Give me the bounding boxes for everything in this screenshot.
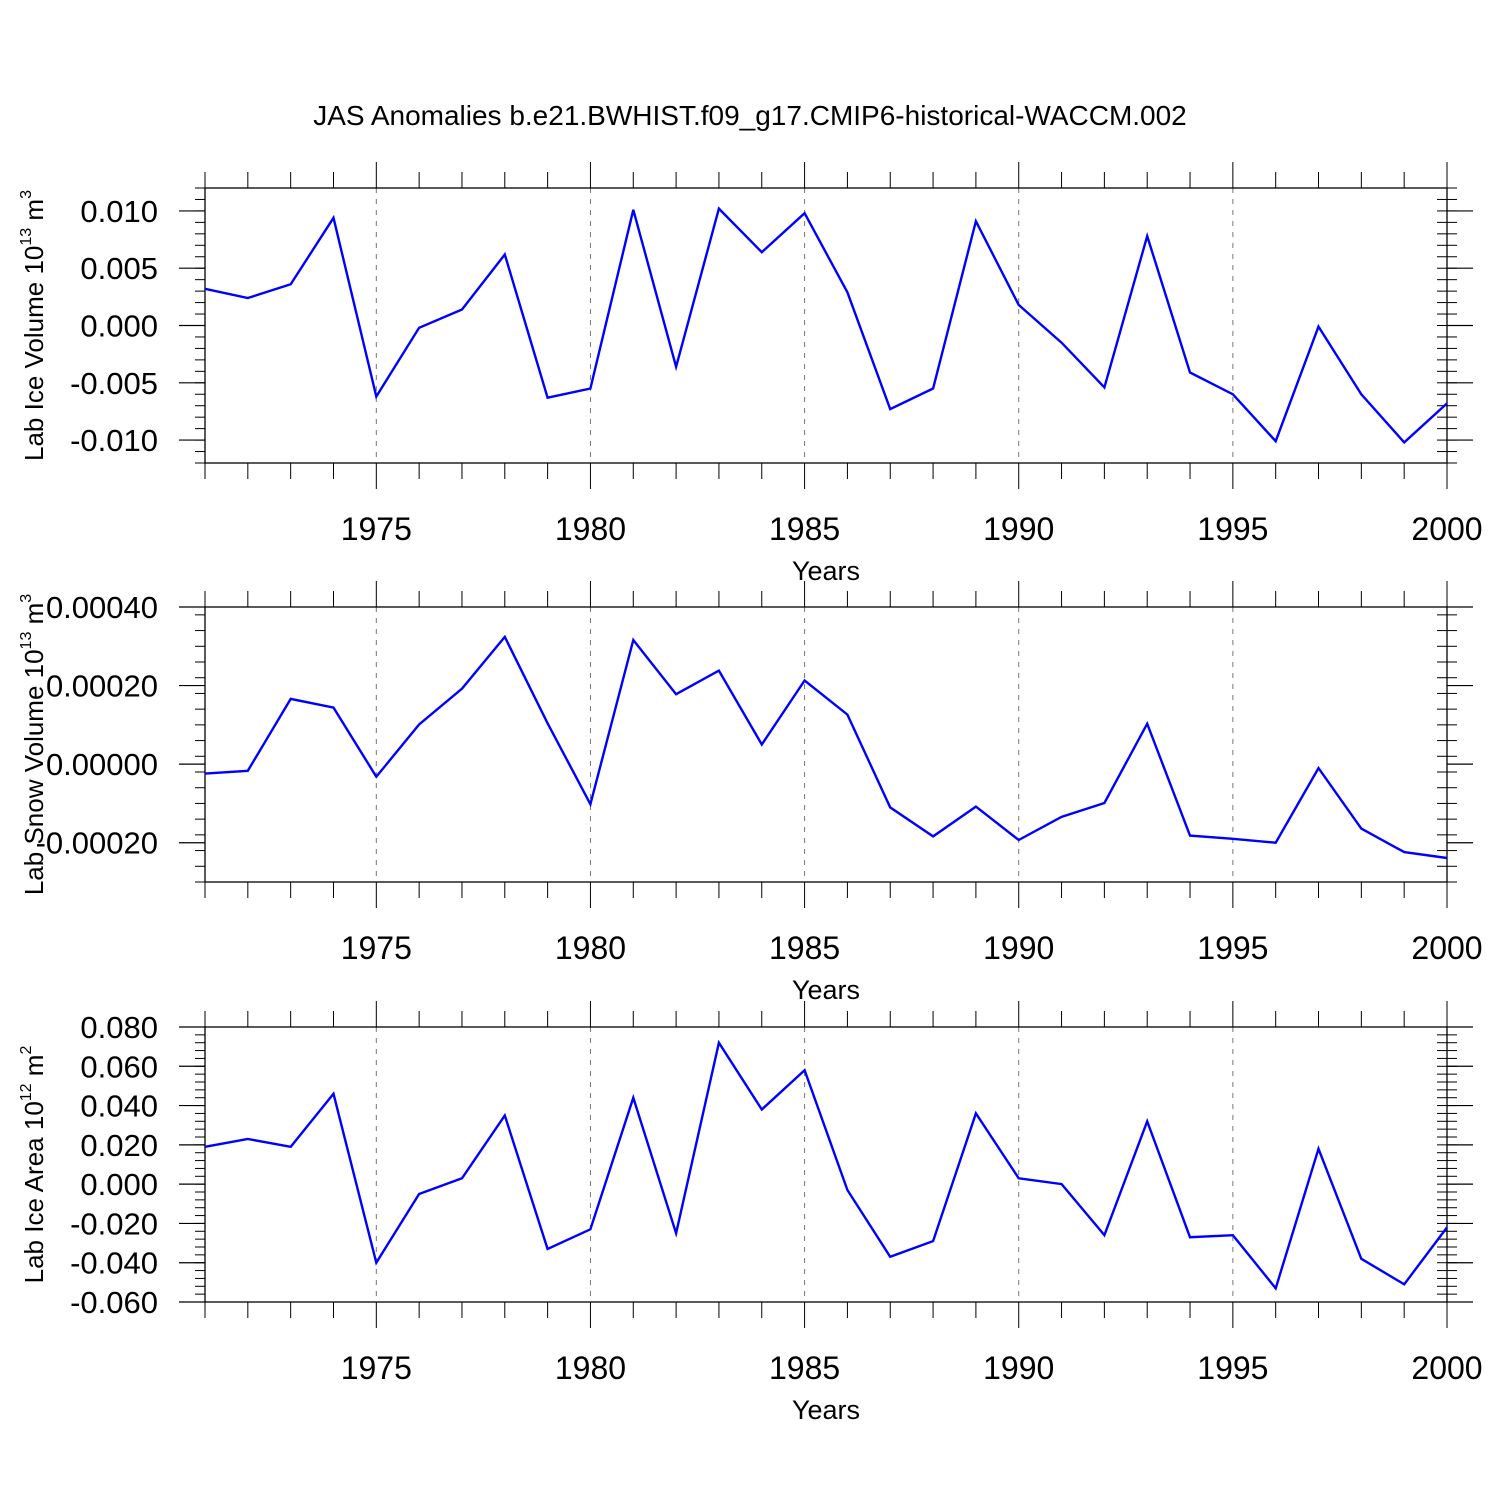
y-axis-label-unit: m [19, 199, 49, 228]
y-axis-label-unit: m [19, 1055, 49, 1084]
figure-title: JAS Anomalies b.e21.BWHIST.f09_g17.CMIP6… [313, 100, 1187, 131]
series-line [204, 634, 1448, 860]
plot-frame [204, 1026, 1448, 1303]
y-tick-label: 0.040 [80, 1089, 158, 1124]
x-tick-label: 1980 [555, 1350, 626, 1386]
x-tick-label: 1975 [341, 511, 412, 547]
y-axis-label-exponent: 13 [18, 228, 35, 246]
plot-frame [204, 606, 1448, 883]
x-tick-label: 2000 [1411, 1350, 1482, 1386]
y-axis-label: Lab Snow Volume 1013 m3 [18, 594, 49, 895]
x-axis-label: Years [792, 1395, 860, 1425]
y-tick-label: -0.020 [70, 1206, 158, 1241]
x-tick-label: 2000 [1411, 930, 1482, 966]
x-tick-label: 1980 [555, 511, 626, 547]
x-tick-label: 1985 [769, 930, 840, 966]
x-tick-label: 1985 [769, 511, 840, 547]
y-tick-label: 0.00040 [46, 590, 158, 625]
y-tick-label: -0.005 [70, 366, 158, 401]
y-axis-label-main: Lab Ice Area 10 [19, 1101, 49, 1283]
series-line [204, 1039, 1448, 1291]
x-tick-label: 2000 [1411, 511, 1482, 547]
y-tick-label: 0.020 [80, 1128, 158, 1163]
y-axis-label: Lab Ice Volume 1013 m3 [18, 190, 49, 461]
chart-panel-1: 1975 1980 1985 1990 1995 2000 -0.010 -0.005 0.00… [18, 162, 1483, 586]
y-tick-label: 0.000 [80, 1167, 158, 1202]
y-axis-label-exponent: 13 [18, 632, 35, 650]
y-axis-label-unit-exponent: 2 [18, 1046, 35, 1055]
x-axis-label: Years [792, 975, 860, 1005]
y-tick-label: -0.060 [70, 1285, 158, 1320]
y-axis-label-unit-exponent: 3 [18, 190, 35, 199]
y-tick-label: 0.00000 [46, 747, 158, 782]
panels: 1975 1980 1985 1990 1995 2000 -0.010 -0.005 0.00… [18, 162, 1483, 1425]
x-tick-label: 1995 [1197, 1350, 1268, 1386]
y-tick-label: 0.000 [80, 309, 158, 344]
x-axis-label: Years [792, 556, 860, 586]
y-tick-label: 0.005 [80, 251, 158, 286]
y-tick-label: -0.010 [70, 423, 158, 458]
chart-panel-2: 1975 1980 1985 1990 1995 2000 -0.00020 0.00000 0… [18, 581, 1483, 1005]
y-axis-label-main: Lab Ice Volume 10 [19, 246, 49, 461]
series-line [204, 206, 1448, 445]
x-tick-label: 1975 [341, 1350, 412, 1386]
x-tick-label: 1975 [341, 930, 412, 966]
y-tick-label: -0.040 [70, 1246, 158, 1281]
x-tick-label: 1990 [983, 930, 1054, 966]
y-axis-label-exponent: 12 [18, 1083, 35, 1101]
x-tick-label: 1990 [983, 511, 1054, 547]
y-axis-label-unit: m [19, 603, 49, 632]
chart-panel-3: 1975 1980 1985 1990 1995 2000 -0.060 -0.040 -0.0… [18, 1001, 1483, 1425]
x-tick-label: 1980 [555, 930, 626, 966]
y-tick-label: 0.00020 [46, 669, 158, 704]
y-tick-label: 0.060 [80, 1049, 158, 1084]
y-axis-label: Lab Ice Area 1012 m2 [18, 1046, 49, 1284]
y-tick-label: 0.080 [80, 1010, 158, 1045]
y-axis-label-main: Lab Snow Volume 10 [19, 649, 49, 895]
x-tick-label: 1990 [983, 1350, 1054, 1386]
y-tick-label: 0.010 [80, 194, 158, 229]
x-tick-label: 1995 [1197, 511, 1268, 547]
y-axis-label-unit-exponent: 3 [18, 594, 35, 603]
x-tick-label: 1995 [1197, 930, 1268, 966]
x-tick-label: 1985 [769, 1350, 840, 1386]
y-tick-label: -0.00020 [36, 826, 158, 861]
